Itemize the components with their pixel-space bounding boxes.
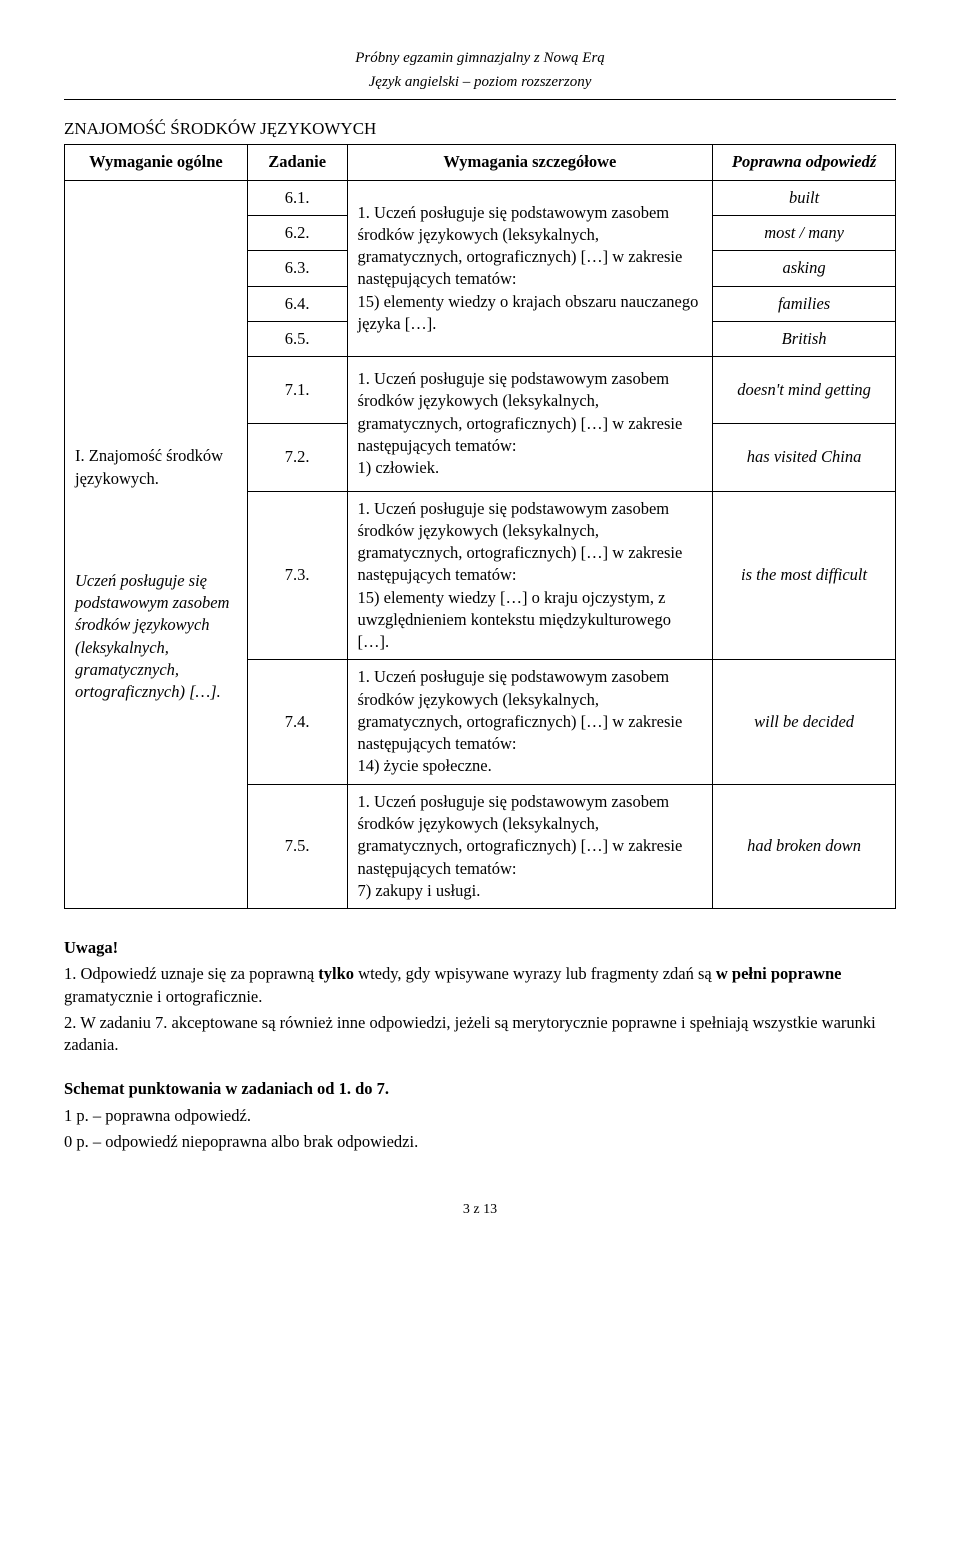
cell-ans: British — [713, 321, 896, 356]
table-header-row: Wymaganie ogólne Zadanie Wymagania szcze… — [65, 145, 896, 180]
notes-block: Uwaga! 1. Odpowiedź uznaje się za popraw… — [64, 937, 896, 1056]
left-bottom-text: Uczeń posługuje się podstawowym zasobem … — [75, 570, 237, 704]
cell-ans: families — [713, 286, 896, 321]
page-footer: 3 z 13 — [64, 1201, 896, 1220]
cell-ans: asking — [713, 251, 896, 286]
main-table: Wymaganie ogólne Zadanie Wymagania szcze… — [64, 144, 896, 909]
cell-zad: 7.1. — [247, 357, 347, 424]
cell-desc-g1: 1. Uczeń posługuje się podstawowym zasob… — [347, 180, 713, 356]
cell-zad: 7.5. — [247, 784, 347, 908]
cell-ans: had broken down — [713, 784, 896, 908]
cell-zad: 6.2. — [247, 215, 347, 250]
cell-desc: 1. Uczeń posługuje się podstawowym zasob… — [347, 784, 713, 908]
cell-zad: 6.5. — [247, 321, 347, 356]
col-header-szczegolowe: Wymagania szczegółowe — [347, 145, 713, 180]
note-1: 1. Odpowiedź uznaje się za poprawną tylk… — [64, 963, 896, 1008]
left-top-text: I. Znajomość środków językowych. — [75, 445, 237, 490]
cell-desc-g2: 1. Uczeń posługuje się podstawowym zasob… — [347, 357, 713, 492]
header-line-1: Próbny egzamin gimnazjalny z Nową Erą — [64, 48, 896, 68]
cell-desc: 1. Uczeń posługuje się podstawowym zasob… — [347, 491, 713, 660]
header-line-2: Język angielski – poziom rozszerzony — [64, 72, 896, 99]
cell-ans: has visited China — [713, 424, 896, 491]
scoring-line-1: 1 p. – poprawna odpowiedź. — [64, 1105, 896, 1127]
cell-ans: doesn't mind getting — [713, 357, 896, 424]
cell-zad: 6.3. — [247, 251, 347, 286]
cell-desc: 1. Uczeń posługuje się podstawowym zasob… — [347, 660, 713, 784]
cell-zad: 7.3. — [247, 491, 347, 660]
cell-ans: most / many — [713, 215, 896, 250]
scoring-title: Schemat punktowania w zadaniach od 1. do… — [64, 1079, 389, 1098]
cell-zad: 6.1. — [247, 180, 347, 215]
left-merged-cell: I. Znajomość środków językowych. Uczeń p… — [65, 180, 248, 908]
uwaga-label: Uwaga! — [64, 938, 118, 957]
cell-ans: will be decided — [713, 660, 896, 784]
note-2: 2. W zadaniu 7. akceptowane są również i… — [64, 1012, 896, 1057]
scoring-block: Schemat punktowania w zadaniach od 1. do… — [64, 1078, 896, 1153]
scoring-line-2: 0 p. – odpowiedź niepoprawna albo brak o… — [64, 1131, 896, 1153]
col-header-wymaganie: Wymaganie ogólne — [65, 145, 248, 180]
cell-zad: 6.4. — [247, 286, 347, 321]
cell-ans: built — [713, 180, 896, 215]
cell-ans: is the most difficult — [713, 491, 896, 660]
cell-zad: 7.2. — [247, 424, 347, 491]
table-row: I. Znajomość środków językowych. Uczeń p… — [65, 180, 896, 215]
col-header-poprawna: Poprawna odpowiedź — [713, 145, 896, 180]
col-header-zadanie: Zadanie — [247, 145, 347, 180]
section-title: ZNAJOMOŚĆ ŚRODKÓW JĘZYKOWYCH — [64, 118, 896, 141]
cell-zad: 7.4. — [247, 660, 347, 784]
